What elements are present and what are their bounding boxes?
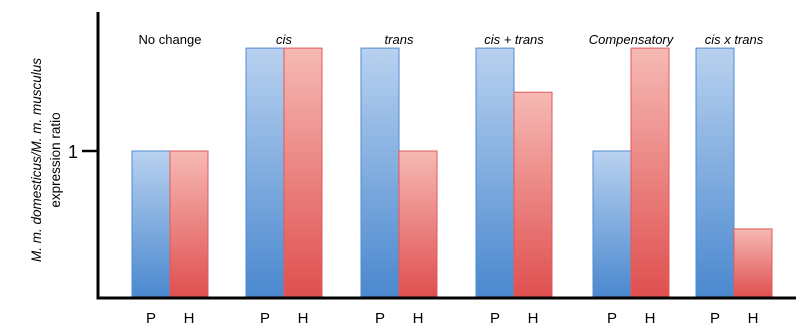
bars-layer bbox=[131, 47, 773, 299]
bar-h-group-2 bbox=[283, 47, 323, 299]
x-tick-label-h-group-2: H bbox=[298, 310, 309, 327]
group-title-6: cis x trans bbox=[705, 32, 764, 47]
group-title-5: Compensatory bbox=[589, 32, 675, 47]
bar-h-group-4 bbox=[513, 91, 553, 299]
x-tick-label-h-group-6: H bbox=[748, 310, 759, 327]
bar-h-group-1 bbox=[169, 150, 209, 299]
group-title-2: cis bbox=[276, 32, 292, 47]
group-titles: No change cis trans cis + trans Compensatory… bbox=[139, 32, 764, 47]
x-tick-label-p-group-5: P bbox=[607, 310, 617, 327]
bar-h-group-6 bbox=[733, 228, 773, 299]
x-tick-label-p-group-2: P bbox=[260, 310, 270, 327]
group-title-1: No change bbox=[139, 32, 202, 47]
y-tick-label-1: 1 bbox=[68, 142, 78, 162]
bar-p-group-2 bbox=[245, 47, 285, 299]
x-tick-label-p-group-3: P bbox=[375, 310, 385, 327]
bar-h-group-3 bbox=[398, 150, 438, 299]
y-axis-label-line1: M. m. domesticus/M. m. musculus bbox=[29, 58, 44, 262]
group-title-3: trans bbox=[385, 32, 414, 47]
x-tick-label-p-group-6: P bbox=[710, 310, 720, 327]
x-tick-label-h-group-5: H bbox=[645, 310, 656, 327]
bar-p-group-1 bbox=[131, 150, 171, 299]
x-tick-label-h-group-4: H bbox=[528, 310, 539, 327]
bar-p-group-4 bbox=[475, 47, 515, 299]
bar-p-group-6 bbox=[695, 47, 735, 299]
bar-h-group-5 bbox=[630, 47, 670, 299]
x-tick-label-h-group-1: H bbox=[184, 310, 195, 327]
y-ticks: 1 bbox=[68, 142, 98, 162]
bar-p-group-3 bbox=[360, 47, 400, 299]
x-tick-label-h-group-3: H bbox=[413, 310, 424, 327]
y-axis-label-line2: expression ratio bbox=[48, 112, 63, 207]
bar-p-group-5 bbox=[592, 150, 632, 299]
x-tick-label-p-group-1: P bbox=[146, 310, 156, 327]
group-title-4: cis + trans bbox=[484, 32, 544, 47]
x-tick-label-p-group-4: P bbox=[490, 310, 500, 327]
